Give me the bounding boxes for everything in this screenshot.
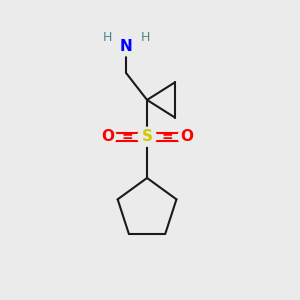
Circle shape xyxy=(98,128,116,146)
Text: O: O xyxy=(101,129,114,144)
Text: H: H xyxy=(103,31,112,44)
Text: H: H xyxy=(141,31,150,44)
Circle shape xyxy=(139,31,152,44)
Circle shape xyxy=(138,127,157,146)
Text: O: O xyxy=(180,129,193,144)
Text: S: S xyxy=(142,129,153,144)
Text: N: N xyxy=(120,39,133,54)
Circle shape xyxy=(178,128,196,146)
Text: =: = xyxy=(122,130,133,144)
Circle shape xyxy=(101,31,114,44)
Circle shape xyxy=(118,38,135,56)
Text: =: = xyxy=(161,130,173,144)
